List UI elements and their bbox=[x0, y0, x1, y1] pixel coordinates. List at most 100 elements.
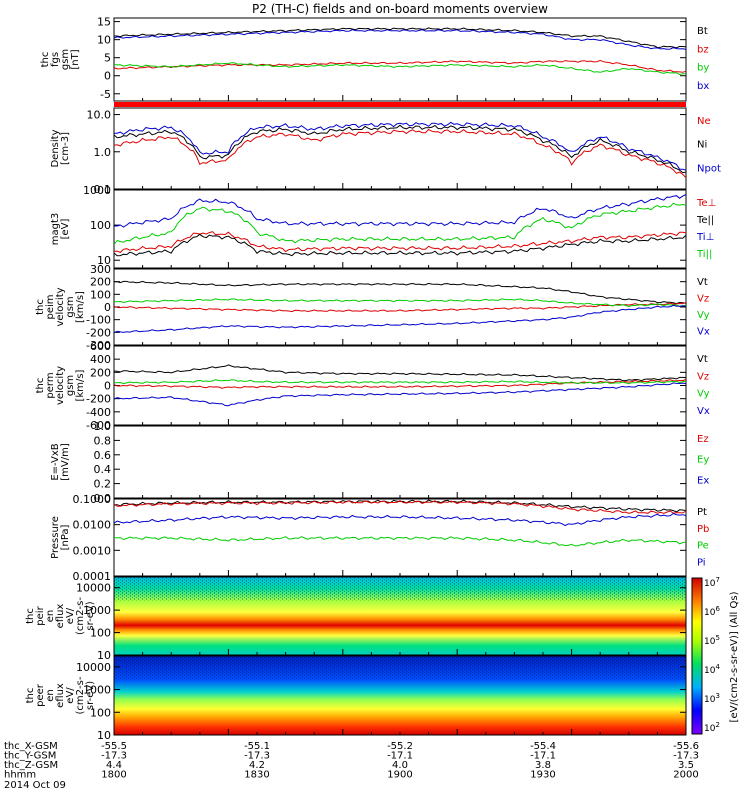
pressure-series-Pe bbox=[113, 536, 687, 547]
panel-peer: 10000 1000 100 10 thcpeerenefluxeV/(cm2-s-sr… bbox=[25, 655, 687, 742]
moms-ytick-label: 100 bbox=[90, 219, 111, 232]
perm_velocity-ytick-label: 400 bbox=[90, 353, 111, 366]
perm_velocity-series-Vt bbox=[113, 364, 687, 382]
ephemeris-value: 4.0 bbox=[392, 760, 408, 771]
peim_velocity-ytick-label: -300 bbox=[86, 339, 111, 352]
fgs-ytick-label: 5 bbox=[104, 52, 111, 65]
efield-ytick-label: 0.0 bbox=[94, 492, 112, 505]
colorbar-tick-label: 106 bbox=[704, 605, 720, 618]
moms-series-Te⊥ bbox=[113, 231, 687, 253]
ephemeris-value: -55.4 bbox=[530, 741, 556, 752]
ephemeris-value: 1900 bbox=[387, 770, 412, 781]
density-ytick-label: 1.0 bbox=[94, 146, 112, 159]
panel-moms: 1000 100 10 magt3[eV] Te⊥ Te|| Ti⊥ Ti|| bbox=[50, 184, 716, 269]
perm_velocity-ylabel: thcpermvelocitygsm[km/s] bbox=[35, 366, 86, 405]
efield-ylabel: E=-VxB[mV/m] bbox=[50, 443, 71, 481]
perm_velocity-legend-3: Vx bbox=[697, 406, 710, 417]
colorbar-scale bbox=[691, 577, 703, 735]
peim_velocity-series-Vz bbox=[113, 301, 687, 313]
peer-spectrogram-noise bbox=[114, 656, 686, 680]
pressure-legend-3: Pi bbox=[697, 557, 706, 568]
moms-series-Ti|| bbox=[113, 202, 687, 245]
density-ylabel: Density[cm-3] bbox=[50, 129, 71, 167]
pressure-series-Pt bbox=[114, 499, 687, 513]
moms-legend-0: Te⊥ bbox=[696, 198, 716, 209]
density-frame bbox=[113, 107, 687, 190]
ephemeris-value: -17.3 bbox=[101, 751, 127, 762]
fgs-legend-3: bx bbox=[697, 81, 709, 92]
figure-title: P2 (TH-C) fields and on-board moments ov… bbox=[252, 2, 548, 16]
efield-ytick-label: 0.8 bbox=[94, 434, 112, 447]
peim_velocity-legend-1: Vz bbox=[697, 294, 709, 305]
ephemeris-row-label: thc_Y-GSM bbox=[4, 751, 56, 762]
moms-ytick-label: 1000 bbox=[83, 184, 111, 197]
pressure-ytick-label: 0.0100 bbox=[73, 519, 112, 532]
ephemeris-value: 1930 bbox=[530, 770, 555, 781]
ephemeris-value: 3.5 bbox=[678, 760, 694, 771]
ephemeris-value: -17.3 bbox=[244, 751, 270, 762]
peim_velocity-series-Vt bbox=[113, 280, 687, 305]
ephemeris-value: -55.2 bbox=[387, 741, 413, 752]
fgs-ytick-label: 15 bbox=[97, 16, 111, 29]
peim_velocity-ytick-label: -100 bbox=[86, 314, 111, 327]
peir-spectrogram-noise bbox=[114, 577, 686, 601]
density-series-Npot bbox=[113, 121, 687, 171]
pressure-series-Pi bbox=[113, 512, 687, 527]
perm_velocity-legend-1: Vz bbox=[697, 371, 709, 382]
efield-legend-0: Ez bbox=[697, 434, 709, 445]
ephemeris-value: 1830 bbox=[244, 770, 269, 781]
fgs-legend-0: Bt bbox=[697, 26, 708, 37]
density-series-Ni bbox=[113, 124, 687, 174]
fgs-legend-1: bz bbox=[697, 44, 709, 55]
colorbar-tick-label: 105 bbox=[704, 634, 720, 647]
density-ytick-label: 10.0 bbox=[87, 109, 112, 122]
perm_velocity-ytick-label: 200 bbox=[90, 366, 111, 379]
peim_velocity-legend-0: Vt bbox=[697, 277, 708, 288]
perm_velocity-series-Vx bbox=[113, 382, 687, 407]
pressure-ytick-label: 0.0010 bbox=[73, 544, 112, 557]
perm_velocity-ytick-label: -400 bbox=[86, 406, 111, 419]
fgs-ytick-label: 10 bbox=[97, 34, 111, 47]
colorbar-tick-label: 107 bbox=[704, 576, 720, 589]
fgs-series-Bt bbox=[114, 27, 687, 49]
peim_velocity-ytick-label: 0 bbox=[104, 301, 111, 314]
pressure-legend-2: Pe bbox=[697, 541, 709, 552]
peim_velocity-ylabel: thcpeimvelocitygsm[km/s] bbox=[35, 287, 86, 326]
moms-series-Ti⊥ bbox=[114, 194, 687, 228]
ephemeris-value: 4.4 bbox=[106, 760, 122, 771]
panel-peir: 10000 1000 100 10 thcpeirenefluxeV/(cm2-s-sr… bbox=[25, 576, 687, 662]
fgs-ylabel: thcfgsgsm[nT] bbox=[40, 49, 81, 70]
moms-legend-1: Te|| bbox=[696, 215, 714, 226]
ephemeris-row-label: thc_Z-GSM bbox=[4, 760, 58, 771]
fgs-ytick-label: 0 bbox=[104, 70, 111, 83]
peir-ytick-label: 1000 bbox=[83, 604, 111, 617]
colorbar-tick-label: 103 bbox=[704, 692, 720, 705]
perm_velocity-ytick-label: 600 bbox=[90, 340, 111, 353]
ephemeris-value: 4.2 bbox=[249, 760, 265, 771]
perm_velocity-ytick-label: 0 bbox=[104, 380, 111, 393]
perm_velocity-series-Vy bbox=[113, 379, 687, 385]
moms-legend-3: Ti|| bbox=[696, 249, 712, 260]
peir-ytick-label: 10000 bbox=[76, 582, 111, 595]
ephemeris-table: thc_X-GSM -55.5 -55.1 -55.2 -55.4 -55.6 thc_Y-… bbox=[4, 741, 699, 791]
efield-legend-2: Ex bbox=[697, 475, 709, 486]
ephemeris-value: 2000 bbox=[673, 770, 698, 781]
ephemeris-value: -55.6 bbox=[673, 741, 699, 752]
ephemeris-value: -17.3 bbox=[673, 751, 699, 762]
fgs-frame bbox=[113, 17, 687, 102]
colorbar-label: [eV/(cm2-s-sr-eV)] (All Qs) bbox=[729, 591, 740, 722]
peim_velocity-ytick-label: 100 bbox=[90, 288, 111, 301]
moms-frame bbox=[113, 189, 687, 269]
efield-ytick-label: 0.2 bbox=[94, 478, 112, 491]
peim_velocity-ytick-label: 300 bbox=[90, 263, 111, 276]
colorbar-tick-label: 104 bbox=[704, 663, 720, 676]
ephemeris-value: -17.1 bbox=[530, 751, 556, 762]
fgs-series-bx bbox=[113, 29, 687, 50]
ephemeris-row-label: thc_X-GSM bbox=[4, 741, 58, 752]
efield-legend-1: Ey bbox=[697, 455, 709, 466]
moms-ylabel: magt3[eV] bbox=[50, 213, 71, 246]
moms-ytick-label: 10 bbox=[97, 254, 111, 267]
peim_velocity-legend-2: Vy bbox=[697, 310, 710, 321]
efield-frame bbox=[113, 425, 687, 499]
